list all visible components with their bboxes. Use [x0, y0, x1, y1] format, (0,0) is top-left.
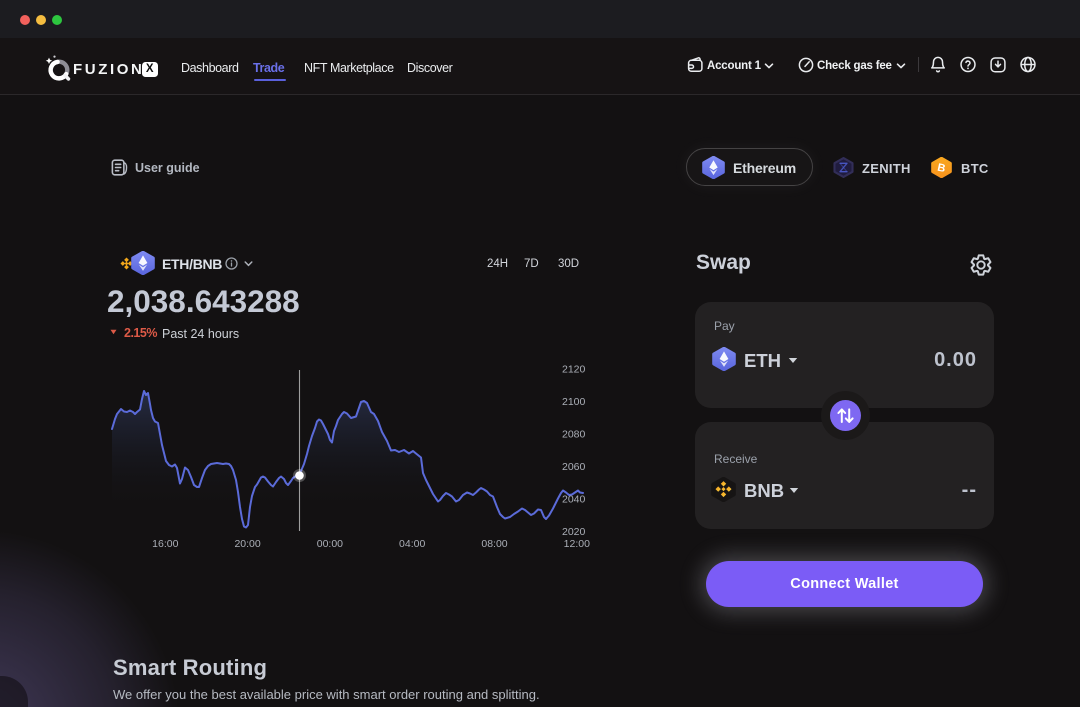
svg-text:04:00: 04:00 [399, 538, 425, 550]
svg-text:B: B [936, 162, 946, 175]
svg-text:2060: 2060 [562, 461, 586, 473]
svg-text:2040: 2040 [562, 494, 586, 506]
svg-text:2020: 2020 [562, 526, 586, 538]
svg-text:2100: 2100 [562, 396, 586, 408]
svg-text:08:00: 08:00 [481, 538, 507, 550]
svg-text:2120: 2120 [562, 364, 586, 376]
svg-text:2080: 2080 [562, 429, 586, 441]
svg-text:00:00: 00:00 [317, 538, 343, 550]
svg-text:12:00: 12:00 [564, 538, 590, 550]
svg-text:20:00: 20:00 [234, 538, 260, 550]
svg-text:16:00: 16:00 [152, 538, 178, 550]
